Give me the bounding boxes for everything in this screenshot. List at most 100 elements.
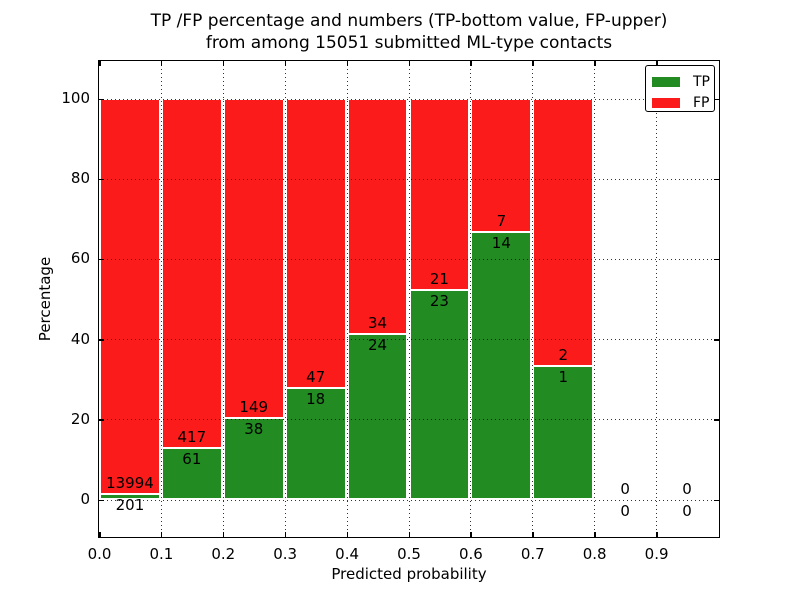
x-tick-label: 0.4 [335,545,360,563]
tp-count-label: 24 [367,335,388,354]
legend-entry-tp: TP [646,71,714,92]
fp-count-label: 0 [682,479,692,498]
chart-title: TP /FP percentage and numbers (TP-bottom… [98,10,720,54]
bar-segment-fp [285,98,346,389]
tp-count-label: 0 [682,501,692,520]
x-tick-bottom [99,532,101,537]
bar-segment-fp [223,98,284,418]
x-tick-label: 0.5 [397,545,421,563]
tp-count-label: 61 [182,450,202,469]
y-axis-label: Percentage [36,256,54,342]
x-tick-top [284,61,287,66]
x-tick-label: 0.0 [87,545,112,563]
y-tick-right [714,419,719,421]
tp-count-label: 14 [491,234,511,253]
x-tick-label: 0.2 [211,545,236,563]
gridline-vertical [532,61,534,537]
y-tick-left [99,98,104,100]
x-tick-bottom [284,532,287,537]
x-tick-label: 0.3 [273,545,298,563]
gridline-vertical [408,61,410,537]
y-tick-right [714,98,719,100]
fp-count-label: 47 [306,368,326,387]
x-tick-bottom [408,532,410,537]
x-tick-top [656,61,658,66]
bar-segment-tp [223,418,284,500]
tp-count-label: 18 [306,390,326,409]
legend-entry-fp: FP [646,92,714,113]
bar-segment-tp [533,365,594,500]
gridline-vertical [594,61,596,537]
y-tick-left [99,258,104,261]
fp-swatch-icon [652,97,680,108]
fp-count-label: 34 [367,313,388,332]
bar-segment-fp [471,98,532,233]
bar-segment-tp [285,388,346,500]
fp-count-label: 13994 [106,473,154,492]
y-tick-label: 60 [70,249,90,268]
legend-label: TP [693,73,710,90]
legend-label: FP [693,94,710,111]
tp-count-label: 38 [244,420,264,438]
x-tick-label: 0.7 [520,545,545,563]
y-tick-right [714,499,719,501]
tp-count-label: 0 [620,501,630,520]
tp-swatch-icon [652,76,680,87]
fp-count-label: 417 [177,428,207,447]
x-tick-bottom [656,532,658,537]
tp-count-label: 23 [429,291,449,310]
x-tick-bottom [346,532,349,537]
gridline-vertical [222,61,224,537]
bar-segment-tp [100,493,160,500]
y-tick-label: 0 [80,490,90,508]
bar-segment-fp [347,98,408,334]
x-tick-label: 0.1 [149,545,174,563]
bar-segment-tp [161,448,222,500]
y-tick-left [99,499,104,501]
chart-title-line-2: from among 15051 submitted ML-type conta… [205,33,613,53]
y-tick-left [99,339,104,341]
tp-count-label: 201 [115,495,145,514]
x-tick-top [160,61,163,66]
bar-segment-fp [161,98,222,449]
x-tick-label: 0.9 [644,545,669,563]
legend: TP FP [645,65,715,112]
gridline-vertical [284,61,286,537]
x-tick-label: 0.8 [582,545,607,563]
gridline-vertical [470,61,472,537]
x-tick-top [470,61,472,66]
tp-count-label: 1 [558,367,569,386]
y-tick-label: 100 [61,89,90,107]
x-tick-top [594,61,596,66]
gridline-vertical [656,61,658,537]
y-tick-right [714,258,719,261]
bar-segment-tp [471,232,532,500]
x-tick-top [346,61,349,66]
gridline-vertical [160,61,162,537]
chart-title-line-1: TP /FP percentage and numbers (TP-bottom… [150,11,668,31]
y-tick-right [714,178,719,181]
x-tick-top [408,61,410,66]
x-tick-bottom [594,532,596,537]
fp-count-label: 149 [239,398,269,416]
x-tick-bottom [470,532,472,537]
y-tick-right [714,339,719,341]
x-tick-top [222,61,225,66]
bar-segment-tp [347,333,408,500]
y-tick-label: 80 [70,169,90,188]
x-tick-bottom [160,532,163,537]
y-tick-label: 20 [70,409,90,428]
bar-segment-fp [533,98,594,366]
fp-count-label: 0 [620,479,630,498]
x-tick-bottom [532,532,534,537]
x-tick-bottom [222,532,225,537]
fp-count-label: 7 [496,212,507,231]
x-tick-top [99,61,101,66]
fp-count-label: 21 [429,269,449,288]
bar-segment-fp [409,98,470,290]
plot-area: TP FP 13994 201 417 61 149 38 47 18 34 24 21 23 7 14 2 1… [98,60,720,538]
x-tick-label: 0.6 [458,545,483,563]
y-tick-left [99,178,104,181]
x-tick-top [532,61,534,66]
